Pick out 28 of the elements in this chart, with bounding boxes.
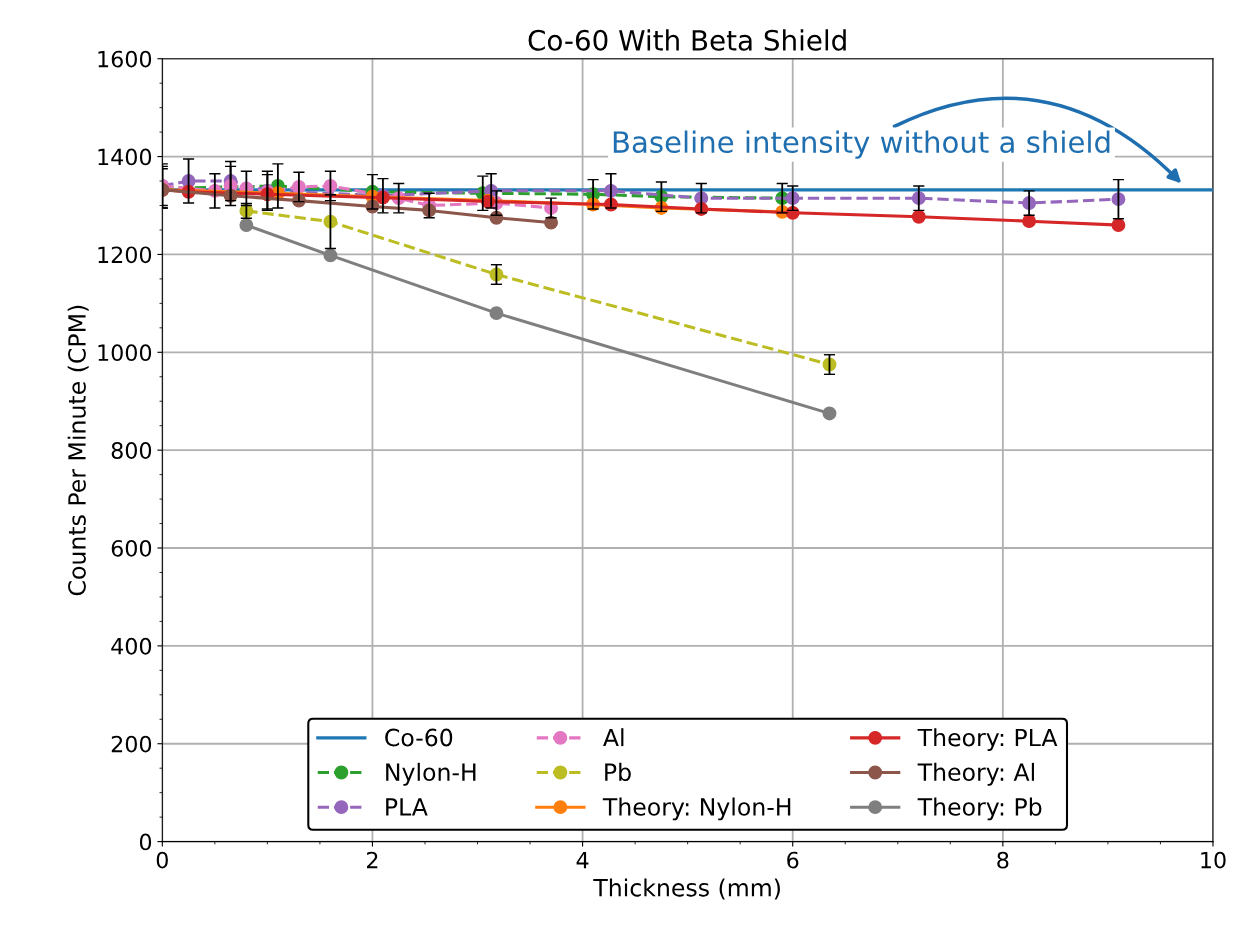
y-tick-label: 200 xyxy=(111,735,152,753)
legend-label: Al xyxy=(603,728,624,747)
legend-label: Pb xyxy=(605,762,631,782)
x-tick-label: 0 xyxy=(156,851,168,869)
legend-label: Theory: Al xyxy=(917,762,1034,786)
y-tick-label: 1200 xyxy=(98,246,152,264)
x-tick-label: 10 xyxy=(1201,851,1226,869)
x-tick-label: 8 xyxy=(997,851,1009,869)
legend-label: Nylon-H xyxy=(386,762,476,786)
x-tick-label: 4 xyxy=(576,852,589,869)
legend-label: Co-60 xyxy=(385,728,453,747)
chart-title: Co-60 With Beta Shield xyxy=(528,29,846,51)
legend-label: Theory: PLA xyxy=(917,728,1058,752)
y-tick-label: 800 xyxy=(111,442,152,459)
y-tick-label: 1400 xyxy=(98,148,152,166)
annotation: Baseline intensity without a shield xyxy=(613,130,1110,159)
y-axis-title: Counts Per Minute (CPM) xyxy=(67,305,89,596)
x-tick-label: 2 xyxy=(367,851,378,869)
legend-label: Theory: Nylon-H xyxy=(602,797,791,821)
y-tick-label: 600 xyxy=(111,539,152,557)
x-axis-title: Thickness (mm) xyxy=(593,878,780,900)
y-tick-label: 400 xyxy=(111,637,152,655)
y-tick-label: 1000 xyxy=(98,344,152,362)
y-tick-label: 0 xyxy=(139,833,152,851)
x-tick-label: 6 xyxy=(787,851,799,869)
legend-label: PLA xyxy=(386,798,428,816)
legend-label: Theory: Pb xyxy=(917,797,1042,821)
y-tick-label: 1600 xyxy=(98,50,152,68)
